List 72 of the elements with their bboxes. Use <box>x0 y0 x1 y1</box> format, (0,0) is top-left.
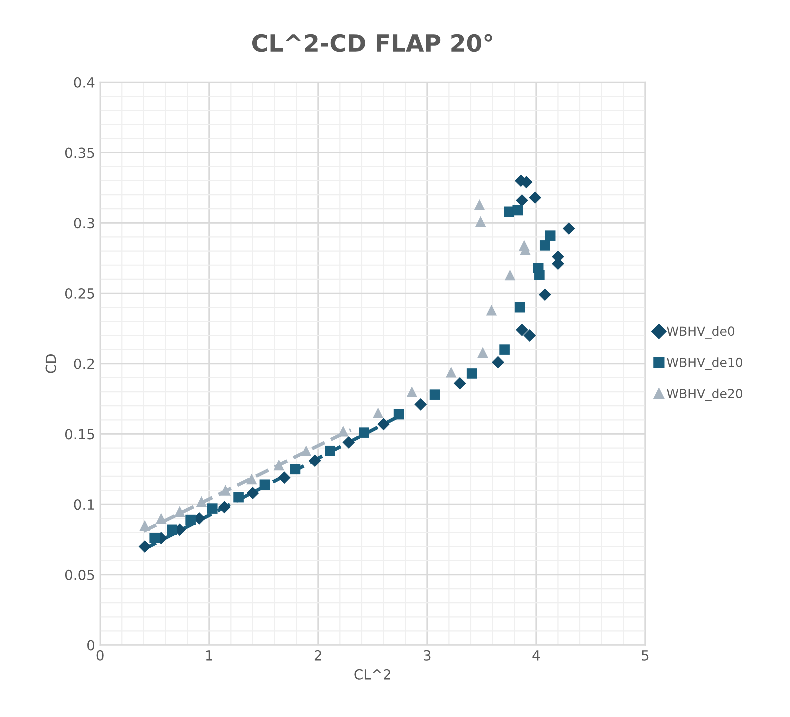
point <box>486 305 498 316</box>
point <box>274 460 284 471</box>
point <box>538 288 552 302</box>
x-tick-label: 5 <box>642 650 649 661</box>
point <box>150 533 160 544</box>
y-tick-label: 0.3 <box>74 218 94 229</box>
point <box>220 485 232 496</box>
x-tick-label: 1 <box>206 650 212 661</box>
y-tick-label: 0.2 <box>74 358 94 370</box>
point <box>196 496 208 508</box>
point <box>207 504 218 514</box>
point <box>516 194 528 207</box>
point <box>174 506 186 518</box>
point <box>562 222 576 236</box>
point <box>260 480 270 490</box>
point <box>140 520 150 532</box>
y-tick-label: 0.4 <box>74 77 95 88</box>
y-tick-label: 0 <box>88 640 95 651</box>
point <box>430 390 440 400</box>
point <box>167 524 178 536</box>
y-tick-label: 0.35 <box>65 148 94 158</box>
point <box>246 487 260 500</box>
point <box>500 344 510 355</box>
point <box>278 472 291 484</box>
legend-label: WBHV_de0 <box>667 326 735 339</box>
point <box>218 501 231 514</box>
point <box>454 377 466 390</box>
point <box>524 330 536 342</box>
point <box>545 230 556 241</box>
point <box>338 426 349 437</box>
point <box>474 199 486 210</box>
y-tick-label: 0.25 <box>65 288 94 299</box>
point <box>414 398 428 411</box>
point <box>234 492 244 503</box>
chart-title: CL^2-CD FLAP 20° <box>252 34 492 52</box>
point <box>406 386 418 398</box>
point <box>378 418 390 431</box>
point <box>301 446 312 456</box>
point <box>290 464 301 475</box>
y-tick-label: 0.1 <box>74 500 94 510</box>
point <box>138 540 152 554</box>
y-tick-label: 0.15 <box>65 429 94 440</box>
y-tick-label: 0.05 <box>65 570 94 580</box>
x-tick-label: 4 <box>532 650 540 661</box>
point <box>156 513 167 524</box>
point <box>308 454 322 468</box>
point <box>359 428 370 438</box>
point <box>492 356 504 369</box>
legend-label: WBHV_de20 <box>667 388 743 402</box>
point <box>529 192 542 204</box>
point <box>342 436 356 449</box>
point <box>372 408 384 419</box>
point <box>446 366 457 378</box>
point <box>186 514 196 526</box>
x-axis-title: CL^2 <box>354 669 390 680</box>
point <box>504 270 516 281</box>
point <box>516 324 528 336</box>
point <box>478 347 488 358</box>
point <box>394 409 404 420</box>
point <box>512 205 524 216</box>
point <box>534 270 545 280</box>
x-tick-label: 0 <box>96 650 104 661</box>
x-tick-label: 2 <box>314 650 322 661</box>
legend-label: WBHV_de10 <box>667 358 743 370</box>
point <box>514 302 526 313</box>
point <box>246 474 258 485</box>
point <box>325 446 336 456</box>
point <box>475 216 486 228</box>
y-axis-title: CD <box>46 354 56 374</box>
point <box>540 240 550 251</box>
point <box>466 368 478 379</box>
x-tick-label: 3 <box>424 650 431 661</box>
